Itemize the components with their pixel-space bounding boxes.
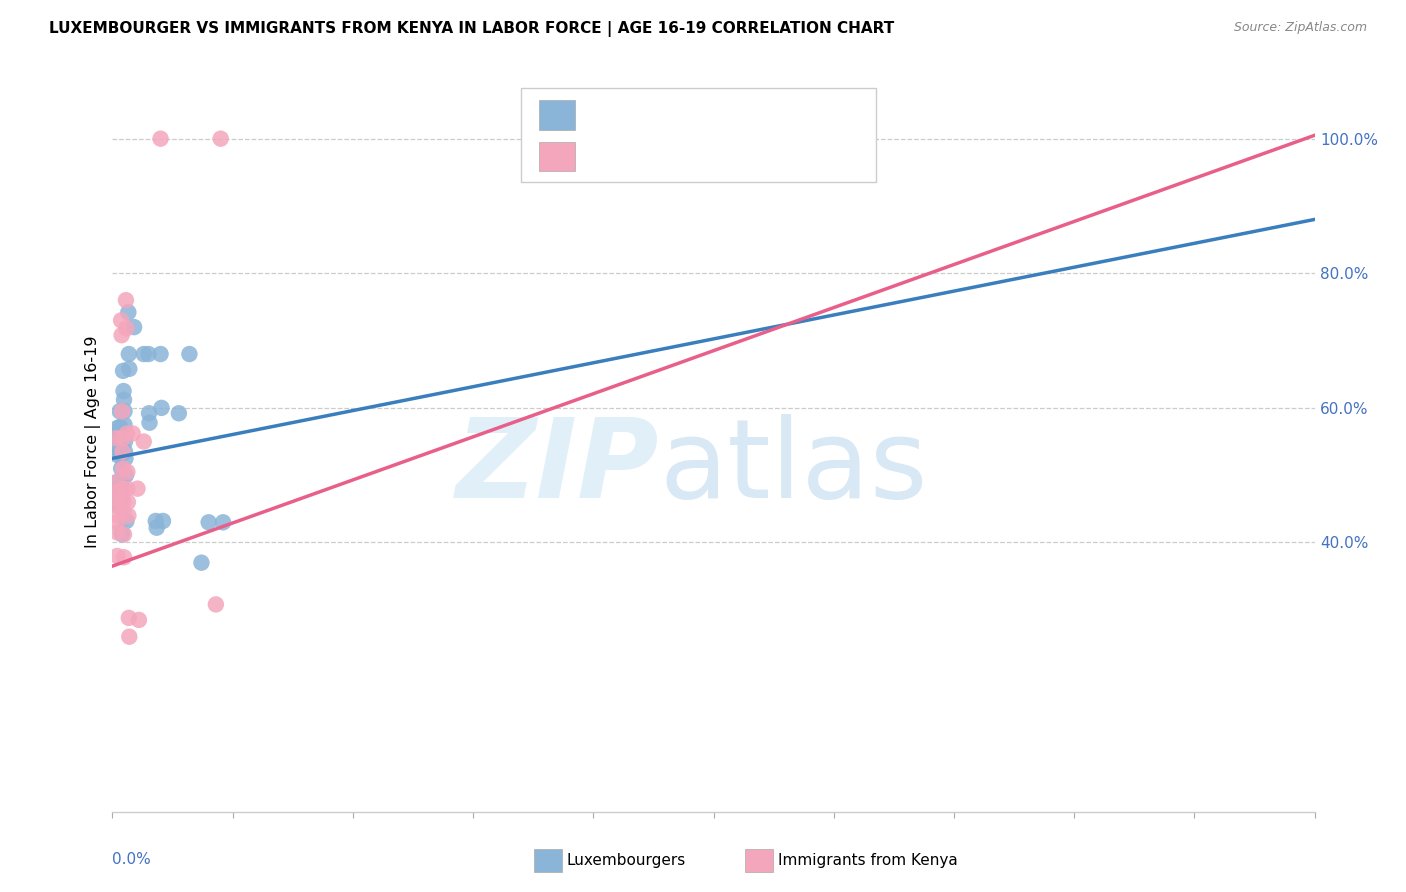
Text: atlas: atlas <box>659 414 928 521</box>
Point <box>105 475 128 489</box>
Point <box>105 448 128 462</box>
Point <box>114 451 136 466</box>
Point <box>149 131 172 145</box>
Point <box>105 508 128 523</box>
Point <box>111 404 134 418</box>
Point <box>105 549 128 563</box>
Point <box>197 516 219 530</box>
Point <box>105 525 128 540</box>
Point <box>105 475 128 489</box>
Point <box>108 425 131 439</box>
Point <box>115 468 138 483</box>
Point <box>105 516 128 530</box>
Point <box>117 465 139 479</box>
Point <box>105 491 128 506</box>
Point <box>118 630 141 644</box>
Point <box>117 495 139 509</box>
Point <box>118 347 141 361</box>
Point <box>105 499 128 513</box>
Point <box>190 556 212 570</box>
Point <box>105 431 128 445</box>
Point <box>110 525 132 540</box>
Text: R = 0.533: R = 0.533 <box>589 106 681 124</box>
Point <box>167 406 190 420</box>
Point <box>209 131 232 145</box>
Point <box>110 431 132 445</box>
Point <box>114 434 136 449</box>
Point <box>110 448 132 462</box>
Point <box>110 313 132 327</box>
Point <box>179 347 201 361</box>
Point <box>145 521 167 535</box>
Text: LUXEMBOURGER VS IMMIGRANTS FROM KENYA IN LABOR FORCE | AGE 16-19 CORRELATION CHA: LUXEMBOURGER VS IMMIGRANTS FROM KENYA IN… <box>49 21 894 37</box>
Text: ZIP: ZIP <box>456 414 659 521</box>
Text: 0.0%: 0.0% <box>112 853 152 867</box>
Point <box>112 461 135 475</box>
Point <box>149 347 172 361</box>
Point <box>115 321 138 335</box>
Point <box>112 482 135 496</box>
Point <box>132 347 155 361</box>
Point <box>105 421 128 435</box>
Point <box>114 417 136 432</box>
Point <box>108 419 131 434</box>
Point <box>138 406 160 420</box>
Point <box>115 514 138 528</box>
Point <box>112 527 135 541</box>
Point <box>122 320 145 334</box>
Point <box>112 495 135 509</box>
Point <box>110 328 132 343</box>
Point <box>150 401 173 415</box>
Point <box>110 475 132 489</box>
Point <box>105 485 128 500</box>
Point <box>127 482 149 496</box>
Point <box>138 347 160 361</box>
Point <box>205 598 228 612</box>
Text: N = 47: N = 47 <box>721 106 789 124</box>
Point <box>117 508 139 523</box>
Point <box>105 495 128 509</box>
Point <box>152 514 174 528</box>
Text: Source: ZipAtlas.com: Source: ZipAtlas.com <box>1233 21 1367 34</box>
FancyBboxPatch shape <box>540 142 575 171</box>
Point <box>138 416 160 430</box>
Point <box>107 499 129 513</box>
Point <box>110 442 132 456</box>
Text: N = 36: N = 36 <box>721 147 789 166</box>
Point <box>145 514 167 528</box>
Point <box>111 527 134 541</box>
Text: R = 0.583: R = 0.583 <box>589 147 681 166</box>
Point <box>112 392 135 407</box>
Point <box>118 611 141 625</box>
Point <box>110 488 132 502</box>
Point <box>111 444 134 458</box>
Point <box>115 293 138 308</box>
Point <box>117 482 139 496</box>
Point <box>128 613 150 627</box>
Point <box>111 431 134 445</box>
Point <box>118 362 141 376</box>
Point <box>212 516 235 530</box>
Point <box>112 505 135 519</box>
FancyBboxPatch shape <box>540 100 575 130</box>
Point <box>105 442 128 456</box>
Point <box>112 550 135 565</box>
Point <box>121 426 143 441</box>
Point <box>117 305 139 319</box>
Point <box>132 434 155 449</box>
Point <box>108 404 131 418</box>
Point <box>105 482 128 496</box>
Text: Luxembourgers: Luxembourgers <box>567 854 686 868</box>
FancyBboxPatch shape <box>522 87 876 183</box>
Point <box>110 461 132 475</box>
Point <box>112 364 135 378</box>
Point <box>112 384 135 398</box>
Text: Immigrants from Kenya: Immigrants from Kenya <box>778 854 957 868</box>
Point <box>105 431 128 445</box>
Point <box>115 426 138 441</box>
Point <box>114 444 136 458</box>
Point <box>114 404 136 418</box>
Y-axis label: In Labor Force | Age 16-19: In Labor Force | Age 16-19 <box>86 335 101 548</box>
